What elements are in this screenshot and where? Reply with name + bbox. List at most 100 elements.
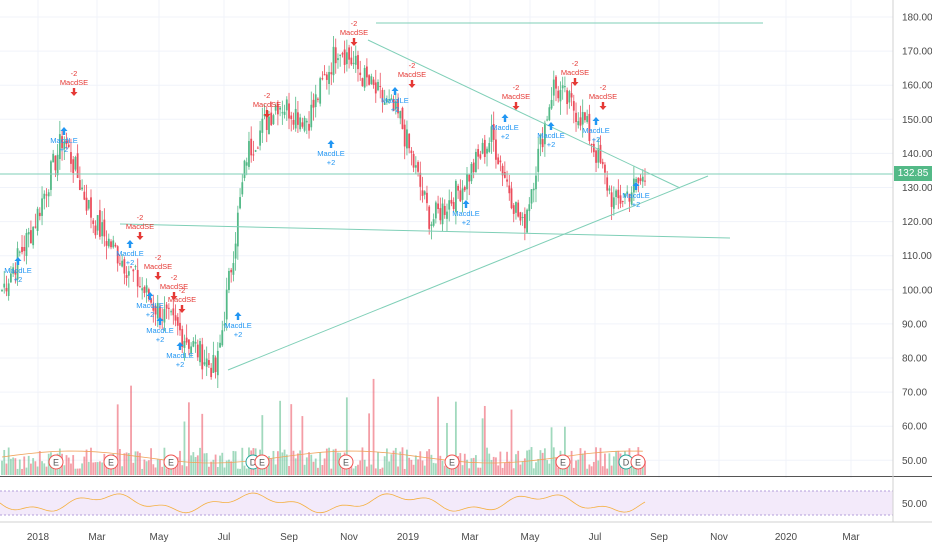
volume-bar (183, 421, 186, 475)
candle-body (577, 121, 580, 126)
volume-bar (21, 468, 23, 475)
candle-body (546, 119, 549, 121)
candle-body (423, 191, 426, 195)
candle-body (330, 72, 333, 75)
volume-bar (199, 447, 201, 475)
candle-body (586, 116, 589, 122)
volume-bar (268, 456, 270, 475)
candle-body (381, 89, 384, 103)
candle-body (412, 153, 415, 168)
volume-bar (276, 451, 279, 475)
candle-body (419, 172, 422, 187)
volume-bar (208, 466, 210, 475)
candle-body (523, 214, 526, 229)
time-tick-label: 2019 (397, 532, 420, 543)
candle-body (468, 174, 471, 182)
candle-body (187, 339, 190, 349)
volume-bar (354, 466, 357, 475)
volume-bar (36, 466, 39, 475)
candle-body (361, 78, 364, 87)
candle-body (308, 123, 310, 131)
volume-bar (263, 465, 266, 475)
candle-body (475, 151, 477, 173)
candle-body (641, 176, 644, 182)
candle-body (230, 269, 233, 273)
long-signal-label: MacdLE (537, 131, 565, 140)
volume-bar (601, 466, 604, 475)
volume-bar (176, 457, 179, 475)
volume-bar (535, 462, 537, 475)
volume-bar (14, 458, 17, 475)
candle-body (570, 93, 573, 98)
volume-bar (216, 467, 219, 475)
event-marker-label: E (53, 458, 59, 468)
support-line[interactable] (119, 223, 731, 239)
volume-bar (210, 461, 213, 475)
earnings-marker (103, 454, 119, 470)
long-signal-qty: +2 (234, 330, 243, 339)
volume-bar (612, 456, 615, 475)
candle-body (130, 266, 132, 268)
candle-body (492, 123, 495, 140)
candle-body (12, 267, 15, 274)
price-tick-label: 60.00 (902, 422, 927, 433)
candle-body (236, 212, 239, 247)
candle-body (259, 130, 261, 146)
long-signal-qty: +2 (126, 258, 135, 267)
earnings-marker (338, 454, 354, 470)
candle-body (568, 91, 571, 103)
candle-body (617, 189, 620, 199)
main-pane[interactable] (0, 0, 893, 475)
candle-body (170, 311, 172, 313)
short-signal-arrow (170, 292, 178, 300)
volume-bar (214, 454, 217, 475)
volume-bar (448, 462, 451, 475)
candle-body (314, 94, 317, 108)
candle-body (426, 192, 428, 204)
candle-body (319, 78, 322, 104)
time-tick-label: Sep (280, 532, 298, 543)
candle-body (543, 122, 546, 145)
volume-bar (604, 453, 606, 475)
candle-body (414, 165, 417, 168)
candle-body (98, 210, 101, 237)
long-signal-label: MacdLE (317, 149, 345, 158)
candle-body (434, 202, 437, 219)
rsi-axis-label: 50.00 (902, 499, 927, 510)
volume-bar (34, 461, 37, 475)
volume-bar (179, 450, 181, 475)
time-axis[interactable]: 2018 Mar May Jul Sep Nov 2019 Mar May Jul Sep Nov 20… (27, 532, 860, 543)
volume-bar (279, 400, 282, 475)
candle-body (363, 67, 366, 88)
candle-body (430, 224, 433, 226)
price-tick-label: 120.00 (902, 217, 932, 228)
volume-bar (27, 455, 30, 475)
volume-bar (363, 459, 366, 475)
volume-bar (38, 451, 41, 475)
falling-trendline[interactable] (367, 39, 681, 189)
event-marker-label: D (250, 458, 257, 468)
candle-body (421, 190, 424, 196)
candle-body (292, 119, 295, 125)
volume-bar (426, 451, 428, 475)
volume-bar (221, 452, 224, 475)
rising-trendline[interactable] (227, 175, 709, 371)
volume-bar (150, 448, 152, 475)
time-tick-label: 2020 (775, 532, 798, 543)
volume-bar (190, 455, 193, 475)
candle-body (317, 98, 319, 100)
volume-bar (12, 457, 15, 475)
volume-bar (70, 463, 72, 475)
short-signal-arrow (154, 272, 162, 280)
candle-body (530, 189, 533, 204)
volume-bar (332, 449, 335, 475)
price-axis[interactable]: 180.00 170.00 160.00 150.00 140.00 130.00 120.… (902, 13, 932, 467)
volume-bar (72, 455, 75, 475)
candle-body (519, 212, 522, 221)
volume-bar (63, 465, 66, 475)
candle-body (101, 222, 104, 237)
candle-body (243, 160, 246, 179)
short-signal-label: MacdSE (126, 222, 154, 231)
